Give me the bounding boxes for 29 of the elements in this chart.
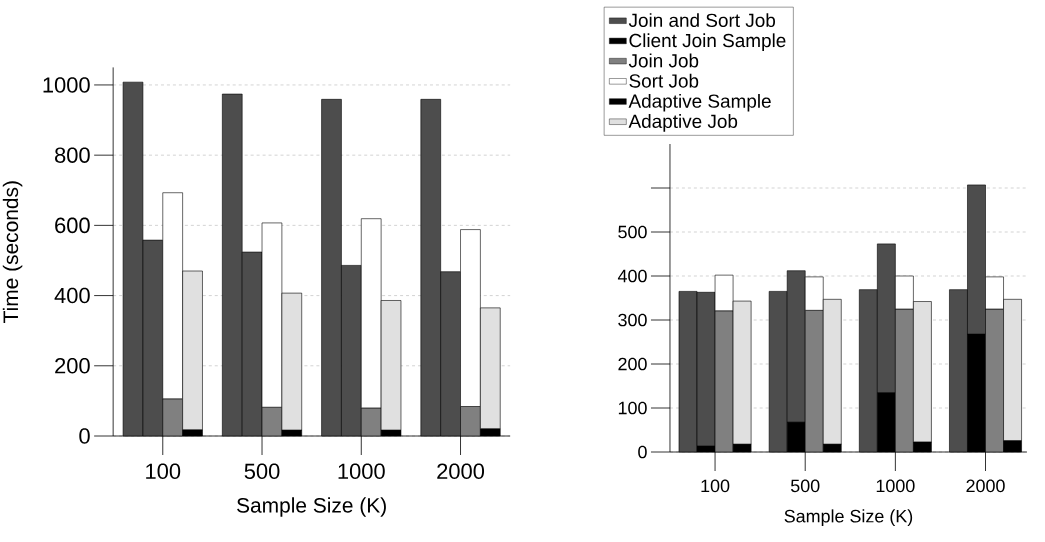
legend-label: Adaptive Sample — [628, 93, 771, 112]
x-axis-title: Sample Size (K) — [784, 509, 913, 527]
text: 2000 — [437, 463, 485, 480]
y-tick-label: 300 — [618, 313, 647, 327]
x-axis-title: Sample Size (K) — [237, 497, 386, 517]
y-tick-label: 200 — [55, 358, 90, 374]
y-tick-label: 200 — [618, 357, 647, 371]
y-tick-label: 800 — [55, 147, 90, 163]
legend-label: Adaptive Job — [628, 114, 738, 132]
legend-label: Client Join Sample — [629, 33, 786, 51]
text: 1000 — [338, 463, 385, 480]
text: 2000 — [966, 479, 1005, 493]
legend-label: Join Job — [628, 53, 699, 68]
y-tick-label: 0 — [638, 445, 647, 459]
y-tick-label: 1000 — [43, 77, 90, 93]
y-tick-label: 0 — [79, 428, 90, 444]
text: 500 — [790, 479, 820, 493]
y-tick-label: 400 — [54, 287, 90, 304]
legend-label: Join and Sort Job — [628, 13, 776, 28]
y-tick-label: 400 — [617, 269, 647, 283]
legend-label: Sort Job — [629, 73, 699, 88]
text: 100 — [701, 479, 730, 493]
y-tick-label: 600 — [55, 217, 90, 234]
text: 100 — [146, 463, 181, 480]
text: 1000 — [876, 479, 915, 493]
y-tick-label: 100 — [618, 401, 647, 415]
y-tick-label: 500 — [618, 225, 647, 239]
text: 500 — [244, 463, 280, 480]
y-axis-title: Time (seconds) — [2, 181, 23, 323]
